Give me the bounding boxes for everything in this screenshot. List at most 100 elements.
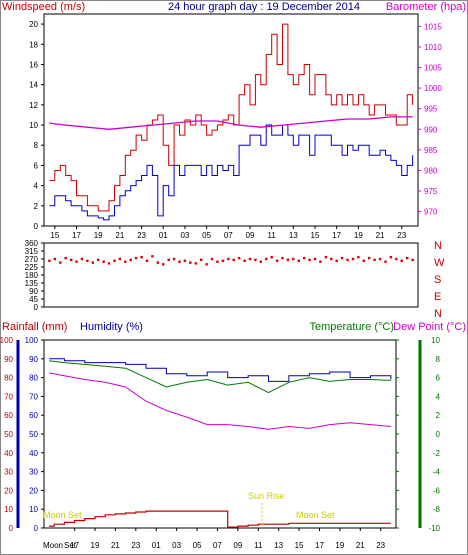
lower-x-tick-label: 11 xyxy=(254,541,263,550)
lower-x-tick-label: 19 xyxy=(91,541,100,550)
direction-point xyxy=(172,257,176,261)
lower-x-tick-label: 01 xyxy=(152,541,161,550)
direction-point xyxy=(210,257,214,261)
direction-point xyxy=(357,256,360,259)
lower-x-tick-label: 13 xyxy=(274,541,283,550)
wind-x-tick-label: 15 xyxy=(311,231,320,240)
direction-point xyxy=(303,256,306,260)
temp-y-tick-label: -2 xyxy=(433,449,441,458)
humidity-y-tick-label: 0 xyxy=(34,524,39,533)
humidity-y-tick-label: 30 xyxy=(29,468,38,477)
humidity-y-tick-label: 60 xyxy=(29,411,38,420)
wind-x-tick-label: 21 xyxy=(376,231,385,240)
direction-point xyxy=(69,258,73,262)
lower-x-tick-label: 09 xyxy=(233,541,242,550)
wind-y-tick-label: 8 xyxy=(34,141,39,150)
direction-point xyxy=(167,258,170,262)
wind-y-tick-label: 10 xyxy=(29,121,38,130)
direction-y-tick-label: 45 xyxy=(29,295,38,304)
humidity-axis-label: Humidity (%) xyxy=(80,321,143,333)
direction-point xyxy=(86,259,89,262)
wind-y-tick-label: 0 xyxy=(34,222,39,231)
direction-point xyxy=(80,257,84,261)
dewpoint-axis-label: Dew Point (°C) xyxy=(393,321,466,333)
direction-plot-area xyxy=(43,242,419,308)
direction-compass-label: S xyxy=(434,274,441,286)
wind-x-tick-label: 03 xyxy=(180,231,189,240)
direction-point xyxy=(319,260,322,263)
wind-y-tick-label: 2 xyxy=(34,202,39,211)
wind-x-tick-label: 11 xyxy=(267,231,276,240)
barometer-series-line xyxy=(49,116,413,130)
humidity-y-tick-label: 20 xyxy=(29,486,38,495)
direction-point xyxy=(389,256,393,259)
wind-x-tick-label: 15 xyxy=(50,231,59,240)
humidity-y-tick-label: 80 xyxy=(29,374,38,383)
direction-point xyxy=(48,259,51,262)
direction-point xyxy=(64,256,67,260)
direction-compass-label: E xyxy=(434,291,441,303)
direction-point xyxy=(189,261,192,264)
direction-y-tick-label: 180 xyxy=(25,271,39,280)
baro-y-tick-label: 1000 xyxy=(424,84,442,93)
direction-point xyxy=(286,258,290,262)
baro-y-tick-label: 1015 xyxy=(424,22,442,31)
direction-point xyxy=(200,258,203,262)
temp-y-tick-label: 10 xyxy=(431,336,440,345)
direction-point xyxy=(102,260,105,263)
rainfall-series-line xyxy=(49,510,391,528)
direction-point xyxy=(335,259,338,262)
rain-y-tick-label: 50 xyxy=(4,430,13,439)
baro-y-tick-label: 1010 xyxy=(424,43,442,52)
direction-point xyxy=(216,260,219,263)
baro-y-tick-label: 970 xyxy=(424,208,438,217)
lower-x-tick-label: Set xyxy=(64,541,77,550)
direction-point xyxy=(406,256,409,260)
rain-y-tick-label: 20 xyxy=(4,486,13,495)
humidity-series-line xyxy=(49,358,392,382)
direction-point xyxy=(411,258,414,262)
rainfall-axis-label: Rainfall (mm) xyxy=(2,321,67,333)
rain-y-tick-label: 40 xyxy=(4,449,13,458)
temp-y-tick-label: -4 xyxy=(433,468,441,477)
direction-point xyxy=(232,258,235,262)
lower-x-tick-label: 17 xyxy=(315,541,324,550)
baro-y-tick-label: 995 xyxy=(424,105,438,114)
rain-y-tick-label: 30 xyxy=(4,468,13,477)
direction-point xyxy=(275,259,279,262)
temperature-series-line xyxy=(49,360,391,394)
direction-point xyxy=(221,259,225,262)
windspeed-series-line xyxy=(49,23,414,212)
direction-point xyxy=(351,257,355,261)
wind-y-tick-label: 18 xyxy=(29,40,38,49)
direction-point xyxy=(107,262,111,265)
direction-point xyxy=(227,257,230,261)
direction-point xyxy=(183,259,187,262)
direction-compass-label: N xyxy=(434,240,442,252)
wind-x-tick-label: 09 xyxy=(246,231,255,240)
direction-y-tick-label: 90 xyxy=(29,287,38,296)
baro-y-tick-label: 990 xyxy=(424,125,438,134)
wind-y-tick-label: 4 xyxy=(34,182,39,191)
wind-y-tick-label: 14 xyxy=(29,81,38,90)
temp-y-tick-label: 6 xyxy=(436,374,441,383)
direction-point xyxy=(368,256,371,260)
sun-rise-annotation: Sun Rise xyxy=(248,491,285,501)
direction-point xyxy=(248,257,252,261)
rain-y-tick-label: 70 xyxy=(4,392,13,401)
humidity-y-tick-label: 70 xyxy=(29,392,38,401)
baro-axis-label: Barometer (hpa) xyxy=(386,1,466,13)
humidity-y-tick-label: 10 xyxy=(29,505,38,514)
direction-point xyxy=(265,257,268,261)
baro-y-tick-label: 975 xyxy=(424,187,438,196)
direction-point xyxy=(400,259,403,262)
direction-point xyxy=(292,257,295,261)
wind-y-tick-label: 16 xyxy=(29,60,38,69)
direction-point xyxy=(237,256,241,260)
direction-point xyxy=(378,257,382,261)
direction-y-tick-label: 270 xyxy=(25,255,39,264)
moon-set-annotation-1: Moon Set xyxy=(43,510,82,520)
direction-point xyxy=(162,263,165,266)
direction-compass-label: W xyxy=(434,257,445,269)
